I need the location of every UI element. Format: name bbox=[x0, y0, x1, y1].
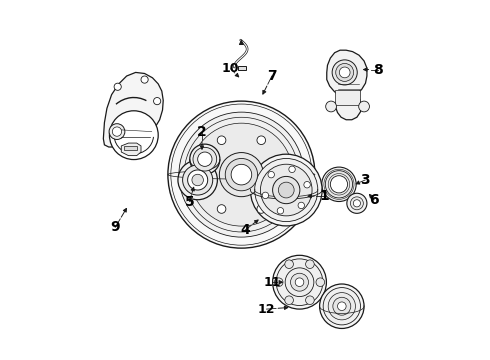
Circle shape bbox=[285, 296, 294, 305]
Circle shape bbox=[262, 192, 269, 199]
Text: 9: 9 bbox=[110, 220, 120, 234]
Text: 11: 11 bbox=[263, 276, 281, 289]
Circle shape bbox=[306, 260, 314, 269]
Polygon shape bbox=[124, 145, 137, 150]
Text: 7: 7 bbox=[267, 69, 277, 83]
Circle shape bbox=[255, 158, 318, 222]
Circle shape bbox=[190, 144, 220, 174]
Circle shape bbox=[257, 136, 266, 145]
Text: 10: 10 bbox=[222, 62, 240, 75]
Text: 12: 12 bbox=[258, 303, 275, 316]
Circle shape bbox=[323, 288, 361, 325]
Circle shape bbox=[325, 171, 353, 198]
Circle shape bbox=[333, 297, 351, 315]
Text: 4: 4 bbox=[240, 223, 250, 237]
Circle shape bbox=[322, 167, 356, 202]
Circle shape bbox=[295, 278, 304, 287]
Circle shape bbox=[278, 182, 294, 198]
Circle shape bbox=[306, 296, 314, 305]
Circle shape bbox=[285, 260, 294, 269]
Circle shape bbox=[289, 166, 295, 172]
Circle shape bbox=[179, 112, 304, 237]
Circle shape bbox=[291, 273, 309, 291]
Text: 3: 3 bbox=[360, 173, 370, 187]
Circle shape bbox=[359, 101, 369, 112]
Polygon shape bbox=[103, 72, 163, 158]
Circle shape bbox=[183, 165, 213, 195]
Circle shape bbox=[257, 205, 266, 213]
Circle shape bbox=[217, 205, 226, 213]
Circle shape bbox=[268, 171, 274, 178]
Circle shape bbox=[338, 302, 346, 311]
Circle shape bbox=[109, 111, 158, 159]
Circle shape bbox=[326, 101, 337, 112]
Circle shape bbox=[231, 164, 252, 185]
Text: 6: 6 bbox=[369, 193, 379, 207]
Circle shape bbox=[220, 153, 264, 197]
Text: 8: 8 bbox=[373, 63, 383, 77]
Circle shape bbox=[184, 117, 299, 232]
Circle shape bbox=[285, 268, 314, 297]
Circle shape bbox=[347, 193, 367, 213]
Circle shape bbox=[188, 170, 208, 190]
Circle shape bbox=[192, 174, 203, 186]
Circle shape bbox=[193, 147, 217, 171]
Text: 2: 2 bbox=[197, 125, 207, 139]
Circle shape bbox=[304, 181, 310, 188]
Circle shape bbox=[260, 164, 312, 216]
Circle shape bbox=[353, 200, 361, 207]
Circle shape bbox=[114, 83, 122, 90]
Circle shape bbox=[316, 278, 324, 287]
Circle shape bbox=[332, 60, 357, 85]
Bar bbox=[238, 66, 245, 69]
Circle shape bbox=[272, 255, 326, 309]
Circle shape bbox=[298, 202, 304, 209]
Circle shape bbox=[272, 176, 300, 204]
Circle shape bbox=[274, 278, 283, 287]
Circle shape bbox=[153, 98, 161, 105]
Circle shape bbox=[197, 170, 206, 179]
Circle shape bbox=[171, 104, 312, 245]
Circle shape bbox=[250, 154, 322, 226]
Circle shape bbox=[277, 207, 284, 214]
Circle shape bbox=[168, 101, 315, 248]
Polygon shape bbox=[122, 143, 141, 156]
Circle shape bbox=[319, 284, 364, 328]
Circle shape bbox=[178, 160, 218, 200]
Circle shape bbox=[277, 170, 285, 179]
Bar bbox=[335, 90, 360, 105]
Circle shape bbox=[109, 124, 125, 139]
Circle shape bbox=[217, 136, 226, 145]
Text: 5: 5 bbox=[185, 194, 195, 208]
Circle shape bbox=[350, 197, 364, 210]
Polygon shape bbox=[327, 50, 367, 120]
Circle shape bbox=[336, 63, 354, 81]
Circle shape bbox=[141, 76, 148, 83]
Circle shape bbox=[330, 176, 347, 193]
Circle shape bbox=[225, 158, 258, 191]
Circle shape bbox=[190, 123, 293, 226]
Circle shape bbox=[112, 127, 122, 136]
Circle shape bbox=[276, 259, 323, 306]
Text: 1: 1 bbox=[319, 189, 329, 203]
Circle shape bbox=[197, 152, 212, 166]
Circle shape bbox=[339, 67, 350, 78]
Circle shape bbox=[328, 293, 355, 320]
